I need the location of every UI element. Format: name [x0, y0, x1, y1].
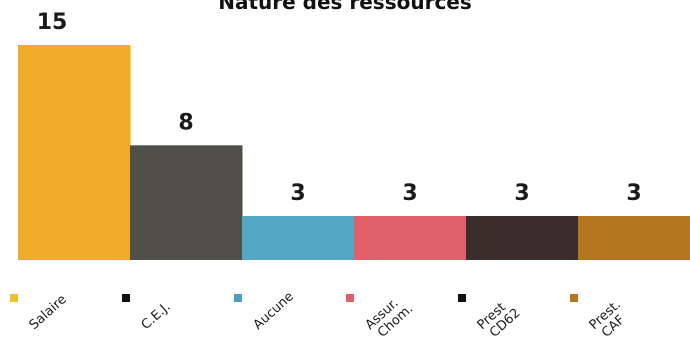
legend-label-4: PrestCD62: [475, 295, 524, 343]
legend-label-5: Prest.CAF: [587, 297, 634, 343]
bar-5: [578, 216, 690, 260]
value-label-4: 3: [514, 181, 529, 206]
legend-label-line: Salaire: [27, 292, 70, 333]
value-label-0: 15: [37, 10, 68, 35]
legend-label-3: Assur.Chom.: [363, 291, 417, 343]
value-label-1: 8: [178, 110, 193, 135]
legend-marker-5: [570, 294, 578, 302]
bars-layer: [18, 45, 690, 260]
legend-marker-0: [10, 294, 18, 302]
bar-4: [466, 216, 579, 260]
legend-marker-3: [346, 294, 354, 302]
legend-marker-2: [234, 294, 242, 302]
bar-0: [18, 45, 131, 260]
legend-layer: Salaire C.E.J. Aucune Assur.Chom. PrestCD62 P…: [10, 289, 634, 343]
bar-3: [354, 216, 467, 260]
value-label-3: 3: [402, 181, 417, 206]
legend-label-0: Salaire: [27, 292, 70, 333]
legend-label-1: C.E.J.: [139, 299, 174, 333]
legend-label-line: C.E.J.: [139, 299, 174, 333]
legend-label-2: Aucune: [251, 289, 297, 333]
bar-2: [242, 216, 355, 260]
value-label-5: 3: [626, 181, 641, 206]
chart-title: Nature des ressources: [218, 0, 472, 14]
bar-1: [130, 145, 243, 260]
legend-marker-4: [458, 294, 466, 302]
legend-label-line: Aucune: [251, 289, 297, 333]
value-label-2: 3: [290, 181, 305, 206]
legend-marker-1: [122, 294, 130, 302]
value-labels-layer: 15 8 3 3 3 3: [37, 10, 642, 206]
